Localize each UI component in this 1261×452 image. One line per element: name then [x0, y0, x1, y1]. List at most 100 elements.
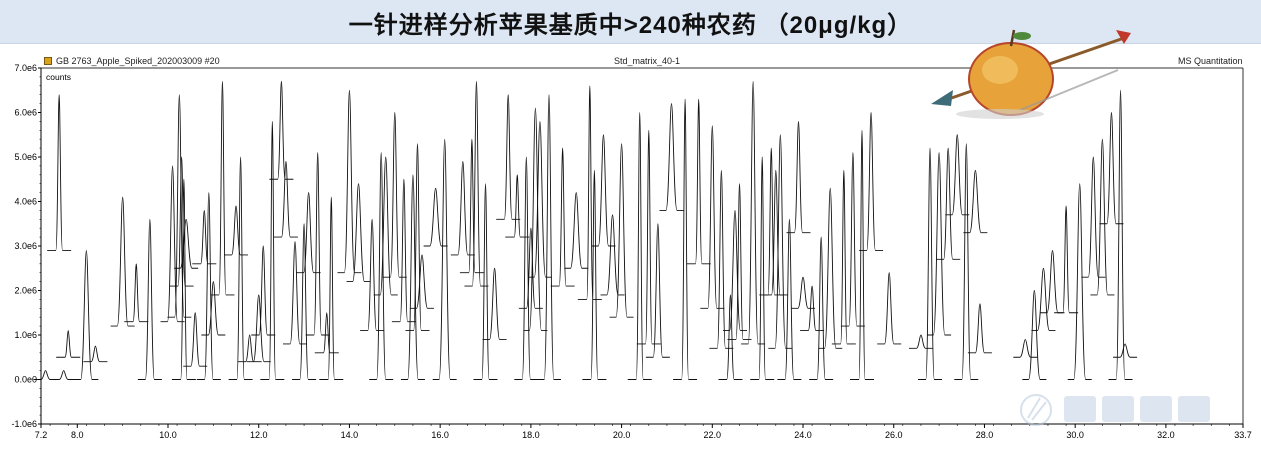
chromatogram-peak	[1113, 343, 1138, 358]
chromatogram-peak	[809, 236, 834, 380]
chromatogram-peak	[210, 80, 235, 296]
chromatogram-peak	[432, 138, 457, 380]
chromatogram-peak	[741, 80, 766, 345]
x-tick-label: 33.7	[1234, 430, 1252, 440]
chromatogram-peak	[369, 152, 394, 380]
method-label: Std_matrix_40-1	[614, 56, 681, 66]
chromatogram-peak	[877, 272, 902, 345]
chromatogram-peak	[700, 125, 725, 309]
chromatogram-peak	[786, 120, 811, 234]
chromatogram-peak	[800, 285, 825, 331]
x-tick-label: 32.0	[1157, 430, 1175, 440]
chromatogram-peak	[1099, 112, 1124, 225]
watermark-logo	[1020, 394, 1210, 426]
chromatogram-peak	[459, 138, 484, 274]
chromatogram-peak	[305, 152, 330, 336]
chromatogram-peak	[1108, 89, 1133, 380]
arrowhead-icon	[931, 90, 953, 106]
apple-highlight	[982, 56, 1018, 84]
chromatogram-peak	[777, 218, 802, 380]
chromatogram-peak	[296, 192, 321, 274]
chromatogram-peak	[1067, 183, 1092, 380]
chromatogram-peak	[963, 169, 988, 234]
chromatogram-peak	[174, 218, 199, 269]
chromatogram-peak	[505, 174, 530, 238]
chromatogram-peak	[400, 174, 425, 380]
chromatogram-peak	[1040, 249, 1065, 314]
chromatogram-peak	[673, 98, 698, 380]
x-tick-label: 18.0	[522, 430, 540, 440]
chromatogram-peak	[224, 205, 249, 256]
x-tick-label: 12.0	[250, 430, 268, 440]
chromatogram-peak	[1090, 138, 1115, 296]
chromatogram-peak	[410, 254, 435, 309]
apple-leaf	[1013, 32, 1031, 40]
chromatogram-peak	[283, 241, 308, 345]
chromatogram-peak	[273, 160, 298, 238]
chromatogram-peak	[945, 134, 970, 216]
chromatogram-peak	[251, 245, 276, 336]
y-tick-label: 7.0e6	[14, 63, 37, 73]
chromatogram-peak	[169, 156, 194, 287]
chromatogram-peak	[523, 107, 548, 331]
arrow-shadow	[1019, 69, 1119, 111]
chromatogram-peak	[382, 112, 407, 278]
chromatogram-peak	[718, 294, 743, 380]
chromatogram-peak	[1081, 156, 1106, 278]
chromatogram-peak	[482, 267, 507, 340]
chromatogram-peak	[518, 227, 543, 309]
chromatogram-peak	[346, 183, 371, 283]
chromatogram-peak	[201, 281, 226, 336]
chromatogram-peak	[260, 120, 285, 380]
chromatogram-peak	[967, 303, 992, 354]
chromatogram-peak	[124, 263, 149, 323]
chromatogram-peak	[550, 147, 575, 287]
chromatogram-peak	[537, 94, 562, 380]
file-label: GB 2763_Apple_Spiked_202003009 #20	[56, 56, 220, 66]
chromatogram-peak	[1022, 290, 1047, 380]
chromatogram-peak	[577, 85, 602, 300]
chromatogram-peak	[450, 160, 475, 256]
chromatogram-peak	[47, 94, 72, 251]
quantitation-label: MS Quantitation	[1178, 56, 1243, 66]
chromatogram-peak	[192, 209, 217, 265]
chromatogram-peak	[110, 196, 135, 327]
y-tick-label: 1.0e6	[14, 330, 37, 340]
chromatogram-peak	[954, 143, 979, 380]
chromatogram-peak	[831, 169, 856, 345]
chromatogram-peak	[183, 312, 208, 367]
chromatogram-peak	[423, 187, 448, 247]
chromatogram-peak	[709, 169, 734, 349]
chromatogram-peak	[527, 120, 552, 278]
y-tick-label: 5.0e6	[14, 152, 37, 162]
chromatogram-peak	[609, 143, 634, 318]
data-file-icon	[44, 57, 52, 65]
chromatogram-peak	[818, 187, 843, 349]
chromatogram-peak	[849, 129, 874, 380]
chromatogram-peak	[337, 89, 362, 274]
chromatogram-peak	[405, 143, 430, 331]
chromatogram-peak	[292, 223, 317, 380]
y-tick-label: 2.0e6	[14, 286, 37, 296]
chromatogram-peak	[564, 192, 589, 269]
chromatogram-peak	[56, 330, 81, 358]
chromatogram-peak	[763, 169, 788, 296]
y-tick-label: 4.0e6	[14, 197, 37, 207]
chromatogram-peak	[314, 312, 339, 354]
chromatogram-peak	[514, 156, 539, 380]
chromatogram-peak	[768, 134, 793, 349]
x-tick-label: 20.0	[613, 430, 631, 440]
chromatogram-peak	[83, 345, 108, 363]
chromatogram-peak	[246, 294, 271, 363]
x-tick-label: 14.0	[341, 430, 359, 440]
y-axis-label: counts	[46, 72, 71, 82]
chromatogram-peak	[582, 169, 607, 380]
y-tick-label: 6.0e6	[14, 108, 37, 118]
x-tick-label: 24.0	[794, 430, 812, 440]
chromatogram-peak	[659, 103, 684, 211]
x-tick-label: 22.0	[704, 430, 722, 440]
chromatogram-peak	[636, 129, 661, 345]
x-tick-label: 10.0	[159, 430, 177, 440]
chromatogram-peak	[391, 178, 416, 323]
